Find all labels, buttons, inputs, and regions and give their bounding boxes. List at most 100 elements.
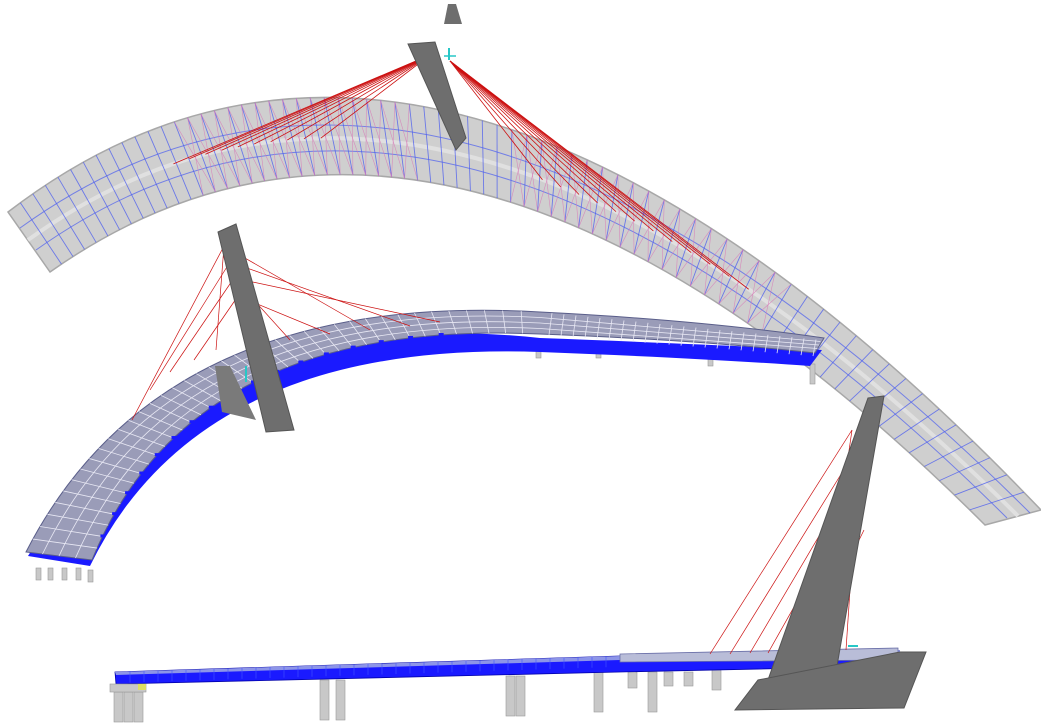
iso-deck-bearing — [438, 333, 444, 337]
plan-cables — [173, 54, 749, 290]
plan-crossbeam — [268, 100, 291, 178]
plan-crossbeam — [187, 117, 216, 193]
elev-pier — [319, 679, 330, 721]
plan-diagonal-brace — [295, 98, 328, 176]
plan-crossbeam — [591, 167, 603, 234]
plan-diagonal-brace — [675, 209, 681, 278]
plan-crossbeam — [200, 113, 229, 189]
iso-cable — [149, 261, 231, 391]
iso-deck-crossbeam — [644, 322, 649, 343]
plan-crossbeam — [819, 335, 857, 378]
plan-diagonal-brace — [380, 100, 405, 179]
plan-cable — [303, 54, 431, 140]
iso-pier — [75, 567, 82, 581]
iso-cable — [215, 245, 225, 351]
iso-deck-bearing — [323, 352, 329, 356]
plan-deck — [6, 96, 1041, 526]
elev-pier — [113, 691, 124, 723]
plan-diagonal-brace — [718, 260, 760, 305]
plan-crossbeam — [437, 109, 445, 185]
plan-crossbeam — [408, 104, 419, 181]
plan-diagonal-brace — [690, 238, 728, 287]
elev-pier — [335, 679, 346, 721]
plan-crossbeam — [173, 121, 204, 196]
plan-diagonal-brace — [254, 102, 265, 182]
plan-crossbeam — [924, 440, 974, 467]
iso-deck-bearing — [298, 360, 304, 364]
plan-crossbeam — [121, 142, 156, 214]
elev-pier — [505, 675, 516, 717]
iso-deck-crossbeam — [788, 337, 793, 355]
plan-pylon-top — [444, 4, 462, 24]
iso-pier — [47, 567, 54, 581]
plan-diagonal-brace — [523, 140, 543, 207]
plan-cable — [320, 54, 431, 139]
plan-diagonal-brace — [391, 102, 396, 178]
plan-crossbeam — [134, 136, 168, 209]
iso-cable — [131, 245, 225, 421]
plan-cable — [449, 60, 543, 180]
plan-crossbeam — [718, 249, 744, 305]
plan-cable — [449, 60, 692, 253]
plan-crossbeam — [380, 100, 393, 178]
iso-pier — [61, 567, 68, 581]
plan-crossbeam — [564, 153, 573, 222]
plan-diagonal-brace — [510, 134, 528, 203]
plan-diagonal-brace — [541, 140, 552, 217]
elev-pier — [647, 671, 658, 713]
plan-crossbeam — [909, 424, 957, 454]
plan-crossbeam — [879, 393, 923, 427]
elev-pier — [627, 671, 638, 689]
elev-pier — [133, 691, 144, 723]
iso-pylon-base — [215, 366, 256, 420]
plan-crossbeam — [834, 349, 874, 390]
iso-deck-crossbeam — [584, 316, 589, 338]
plan-diagonal-brace — [632, 182, 635, 255]
plan-diagonal-brace — [394, 101, 418, 181]
plan-diagonal-brace — [241, 104, 253, 184]
iso-cable — [223, 245, 371, 331]
plan-crossbeam — [633, 190, 650, 255]
plan-diagonal-brace — [309, 97, 341, 175]
iso-deck-crossbeam — [800, 338, 805, 356]
plan-cable — [270, 54, 431, 143]
elev-pylon-footing — [733, 651, 927, 711]
iso-pier — [87, 569, 94, 583]
plan-cable — [449, 60, 617, 212]
iso-deck-crossbeam — [572, 315, 577, 337]
plan-diagonal-brace — [214, 110, 228, 189]
plan-diagonal-brace — [617, 174, 621, 248]
iso-deck-crossbeam — [752, 333, 757, 352]
plan-crossbeam — [44, 185, 85, 250]
iso-deck-bearing — [189, 420, 195, 424]
plan-crossbeam — [227, 107, 253, 184]
plan-crossbeam — [510, 129, 513, 203]
iso-deck-crossbeam — [812, 339, 817, 357]
iso-cable — [169, 277, 235, 373]
plan-crossbeam — [661, 208, 681, 270]
plan-diagonal-brace — [282, 99, 290, 178]
plan-crossbeam — [647, 199, 665, 262]
elev-cable — [709, 429, 853, 655]
plan-diagonal-brace — [214, 110, 253, 184]
plan-diagonal-brace — [337, 97, 341, 175]
plan-crossbeam — [351, 98, 367, 176]
plan-crossbeam — [57, 176, 97, 243]
plan-crossbeam — [761, 283, 792, 334]
elevation-view — [109, 395, 927, 723]
elev-piers — [113, 669, 722, 723]
plan-crossbeam — [747, 272, 776, 324]
plan-diagonal-brace — [241, 104, 278, 180]
iso-deck-crossbeam — [632, 321, 637, 342]
plan-crossbeam — [108, 148, 144, 219]
plan-crossbeam — [481, 120, 485, 195]
plan-cable — [449, 60, 562, 188]
elev-pier — [683, 671, 694, 687]
plan-diagonal-brace — [254, 102, 290, 178]
iso-deck-crossbeam — [764, 334, 769, 353]
plan-crossbeam — [467, 116, 471, 191]
plan-diagonal-brace — [268, 100, 303, 177]
plan-cable — [449, 60, 749, 290]
plan-cable — [221, 54, 431, 151]
